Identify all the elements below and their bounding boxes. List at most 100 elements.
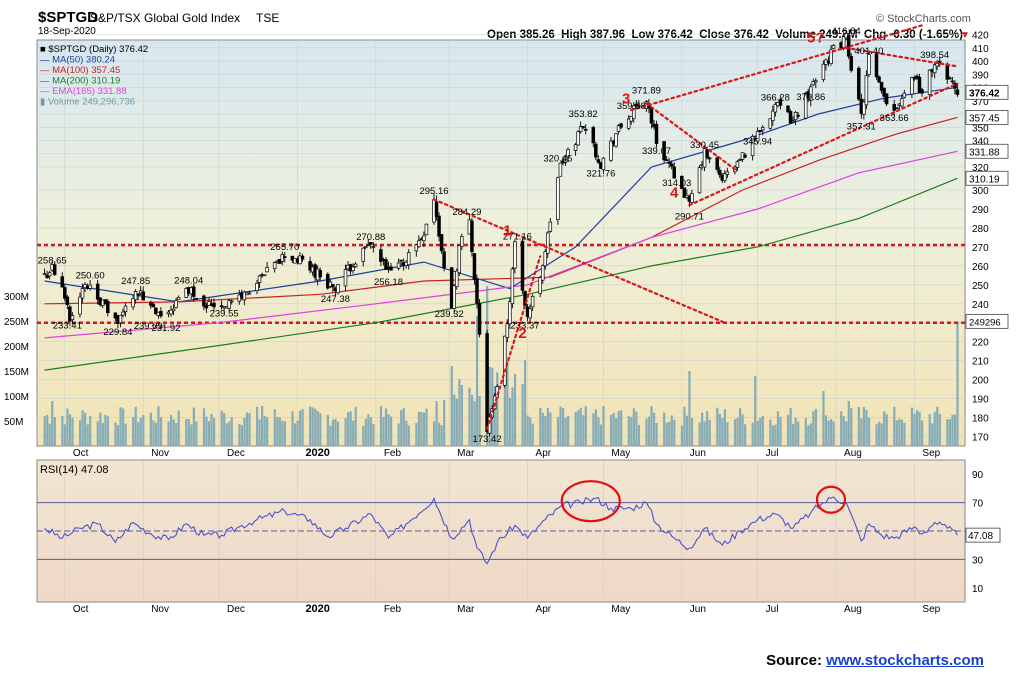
candle-body [389,266,393,271]
price-label: 271.16 [503,232,532,243]
price-label: 359.88 [617,101,646,112]
volume-bar [382,416,385,446]
candle-body [894,107,899,110]
candle-body [422,235,426,242]
volume-bar [880,423,883,446]
candle-body [237,294,242,302]
volume-bar [48,423,51,446]
candle-body [778,99,783,106]
volume-bar [632,408,635,446]
candle-body [791,120,795,123]
volume-bar [845,421,848,446]
volume-bar [670,415,673,446]
candle-body [735,161,740,168]
month-label: Oct [73,448,89,459]
volume-bar [680,425,683,446]
price-label: 233.37 [510,320,539,331]
volume-bar [597,417,600,446]
price-tag: 310.19 [965,170,1009,186]
volume-bar [121,408,125,446]
candle-body [877,76,881,83]
volume-bar [529,417,532,446]
volume-bar [804,418,807,446]
volume-bar [829,419,833,446]
volume-bar [594,409,598,446]
volume-bar [842,416,845,446]
candle-body [336,284,340,294]
volume-bar [690,418,694,446]
volume-bar [301,408,304,446]
volume-bar [132,417,135,446]
volume-bar [751,422,754,446]
volume-bar [53,417,56,446]
volume-bar [921,420,924,446]
volume-bar [152,420,155,446]
volume-bar [786,414,790,446]
candle-body [60,276,65,288]
candle-body [932,64,937,74]
volume-bar [263,416,266,446]
volume-bar [460,384,464,446]
volume-bar [663,412,666,446]
price-label: 371.89 [632,85,661,96]
candle-body [396,262,401,269]
candle-body [771,110,775,121]
volume-bar [718,414,721,446]
rsi-month-label: Mar [457,604,475,615]
candle-body [298,255,302,265]
candle-body [594,143,598,158]
candle-body [80,288,85,299]
candle-body [725,171,730,175]
candle-body [591,126,596,144]
volume-bar [402,408,405,446]
volume-bar [213,417,216,446]
candle-body [576,131,580,146]
volume-bar [741,414,744,446]
candle-body [472,253,477,280]
price-axis-tick: 290 [972,205,989,216]
volume-bar [556,416,560,446]
price-tag: 331.88 [965,143,1009,159]
rsi-tag: 47.08 [968,531,993,542]
volume-bar [617,410,620,446]
volume-bar [875,424,878,446]
volume-bar [736,417,739,446]
candle-body [265,267,269,273]
price-label: 339.07 [642,146,671,157]
volume-bar [440,425,443,446]
volume-bar [726,422,729,446]
volume-bar [106,416,110,446]
candle-body [548,221,553,232]
volume-bar [273,409,276,446]
source-link[interactable]: www.stockcharts.com [826,652,984,669]
candle-body [414,244,419,252]
volume-bar [43,416,46,446]
candle-body [662,141,666,161]
candle-body [434,201,439,217]
volume-bar [612,412,615,446]
candle-body [530,295,535,308]
candle-body [634,103,639,106]
volume-bar [220,410,223,446]
price-label: 321.76 [586,169,615,180]
volume-bar [422,412,426,446]
volume-bar [938,413,941,446]
volume-bar [192,407,195,446]
price-tag-box [965,170,1009,186]
candle-body [738,159,742,161]
volume-bar [953,414,957,446]
volume-bar [266,417,269,446]
candle-body [255,282,259,292]
candle-body [811,81,816,86]
volume-axis-tick: 300M [4,292,29,303]
volume-bar [769,419,772,446]
price-label: 357.31 [847,122,876,133]
volume-bar [809,423,812,446]
volume-bar [526,415,529,446]
volume-bar [645,418,648,446]
volume-bar [68,414,72,446]
volume-bar [453,394,456,446]
volume-bar [577,410,580,446]
volume-bar [637,424,641,446]
volume-bar [567,416,570,446]
